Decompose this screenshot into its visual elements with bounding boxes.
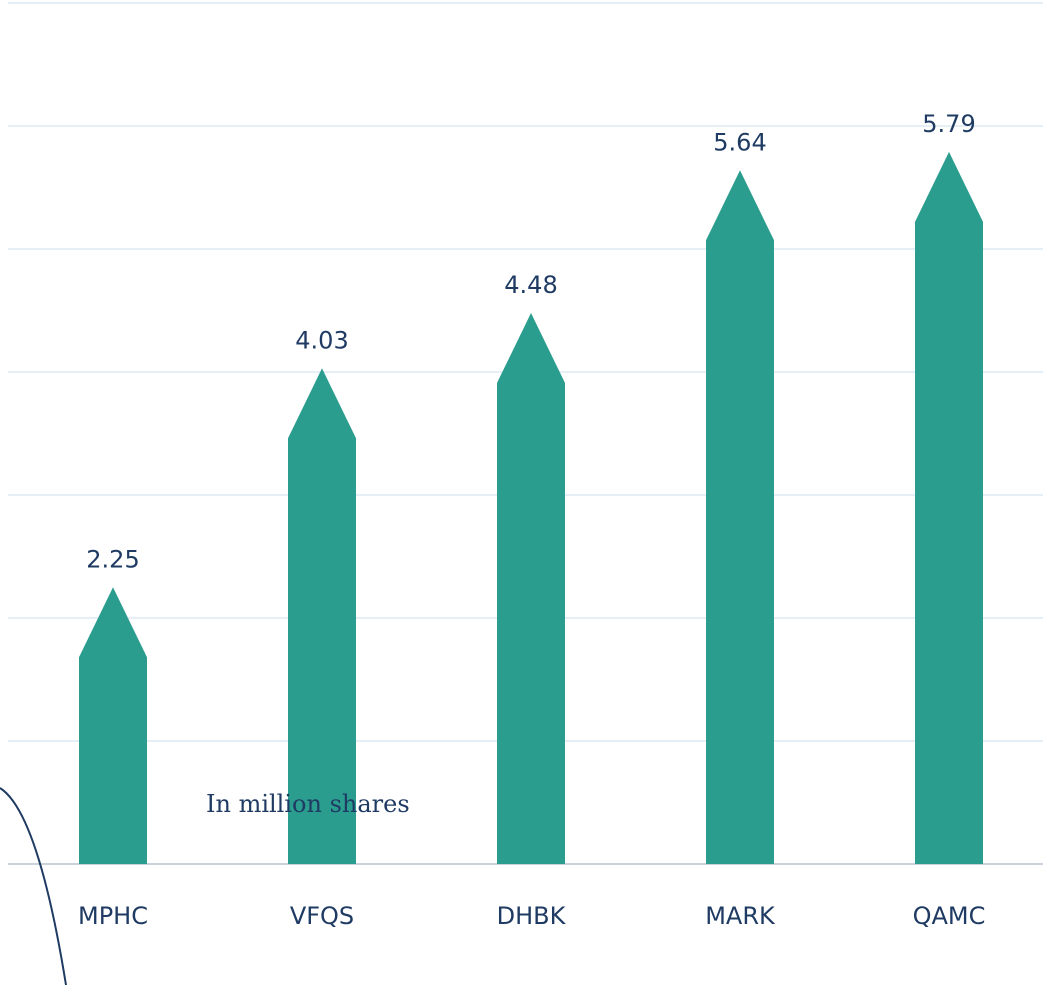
- value-label-mphc: 2.25: [86, 545, 139, 573]
- x-tick-labels: MPHC VFQS DHBK MARK QAMC: [78, 902, 985, 930]
- x-tick-mphc: MPHC: [78, 902, 148, 930]
- x-tick-vfqs: VFQS: [290, 902, 354, 930]
- value-label-vfqs: 4.03: [295, 326, 348, 354]
- bar-mphc: [79, 587, 147, 864]
- decorative-arc: [0, 787, 67, 985]
- bar-qamc: [915, 151, 983, 864]
- x-tick-dhbk: DHBK: [497, 902, 567, 930]
- value-label-qamc: 5.79: [922, 110, 975, 138]
- x-tick-qamc: QAMC: [913, 902, 986, 930]
- value-label-dhbk: 4.48: [504, 271, 557, 299]
- bars: [79, 151, 983, 865]
- x-tick-mark: MARK: [705, 902, 776, 930]
- bar-mark: [706, 170, 774, 864]
- bar-dhbk: [497, 312, 565, 865]
- value-label-mark: 5.64: [713, 128, 766, 156]
- value-labels: 2.25 4.03 4.48 5.64 5.79: [86, 110, 975, 573]
- bar-vfqs: [288, 368, 356, 864]
- unit-note: In million shares: [206, 790, 410, 818]
